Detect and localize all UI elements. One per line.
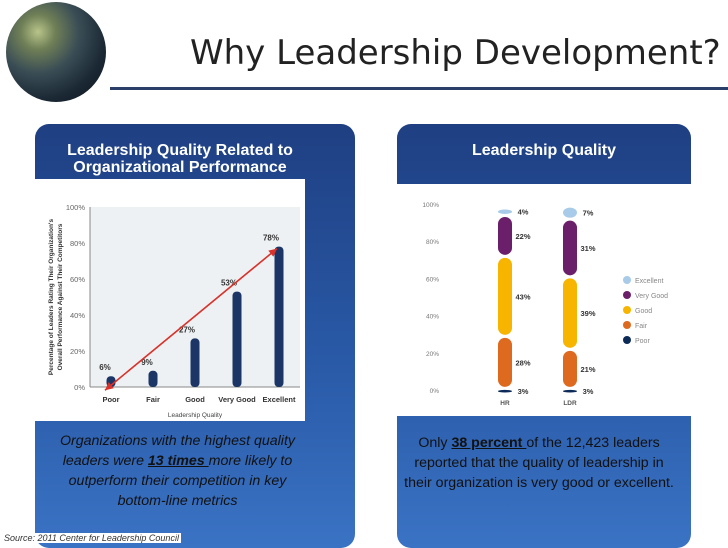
right-caption-post: of the 12,423 leaders reported that the … (404, 435, 674, 491)
segment-hr-very-good (498, 216, 512, 255)
legend-label-poor: Poor (635, 338, 650, 345)
right-caption: Only 38 percent of the 12,423 leaders re… (402, 433, 676, 493)
left-caption-post: more likely to outperform their competit… (68, 453, 293, 509)
trend-arrow-head-end (268, 248, 277, 257)
y-tick-label: 60% (426, 276, 439, 283)
segment-hr-good (498, 257, 512, 335)
segment-ldr-fair (563, 350, 577, 387)
segment-value-label: 21% (580, 365, 595, 374)
segment-value-label: 22% (515, 232, 530, 241)
y-tick-label: 100% (66, 203, 86, 212)
left-panel: Leadership Quality Related to Organizati… (35, 124, 355, 548)
right-caption-emphasis: 38 percent (451, 435, 527, 451)
bar-fair (148, 370, 158, 387)
legend-label-fair: Fair (635, 323, 648, 330)
y-tick-label: 0% (74, 383, 85, 392)
source-note: Source: 2011 Center for Leadership Counc… (2, 533, 181, 543)
y-axis-label-line1: Percentage of Leaders Rating Their Organ… (48, 219, 55, 376)
left-caption-pre: Organizations with the highest quality l… (59, 433, 295, 469)
legend-label-very-good: Very Good (635, 293, 668, 300)
bar-very-good (232, 291, 242, 387)
slide-title: Why Leadership Development? (190, 33, 721, 73)
left-chart-area: 0% 20% 40% 60% 80% 100% 6% Poor 9% Fair 27% Good 53%… (35, 179, 305, 421)
segment-ldr-poor (563, 389, 577, 393)
segment-value-label: 7% (583, 209, 594, 218)
legend-marker-excellent (623, 276, 631, 284)
bar-value-label: 6% (99, 363, 111, 372)
y-tick-label: 100% (422, 202, 439, 209)
x-tick-label: HR (500, 400, 510, 407)
segment-ldr-excellent (563, 207, 577, 218)
y-tick-label: 80% (426, 239, 439, 246)
legend-marker-very-good (623, 291, 631, 299)
segment-ldr-good (563, 278, 577, 348)
segment-hr-poor (498, 389, 512, 393)
right-panel: Leadership Quality 0% 20% 40% 60% 80% 100% 3% 2… (397, 124, 691, 548)
segment-ldr-very-good (563, 220, 577, 276)
left-caption: Organizations with the highest quality l… (50, 431, 305, 511)
segment-hr-excellent (498, 209, 512, 214)
x-tick-label: Fair (146, 395, 160, 404)
segment-value-label: 3% (518, 387, 529, 396)
left-caption-emphasis: 13 times (147, 453, 209, 469)
left-bar-chart: 0% 20% 40% 60% 80% 100% 6% Poor 9% Fair 27% Good 53%… (48, 203, 300, 419)
x-tick-label: Very Good (218, 395, 256, 404)
right-caption-pre: Only (418, 435, 452, 451)
segment-value-label: 43% (515, 292, 530, 301)
right-panel-title: Leadership Quality (471, 142, 617, 159)
x-tick-label: LDR (563, 400, 577, 407)
segment-value-label: 28% (515, 358, 530, 367)
title-divider (110, 87, 728, 90)
bar-excellent (274, 246, 284, 387)
y-axis-label-line2: Overall Performance Against Their Compet… (57, 223, 64, 370)
legend-marker-fair (623, 321, 631, 329)
segment-value-label: 39% (580, 309, 595, 318)
y-tick-label: 80% (70, 239, 85, 248)
y-tick-label: 60% (70, 275, 85, 284)
segment-value-label: 31% (580, 244, 595, 253)
x-tick-label: Poor (102, 395, 119, 404)
legend-label-excellent: Excellent (635, 278, 663, 285)
y-tick-label: 0% (430, 388, 440, 395)
x-axis-label: Leadership Quality (168, 412, 223, 419)
y-tick-label: 20% (70, 347, 85, 356)
globe-image (6, 2, 106, 102)
bar-value-label: 9% (141, 358, 153, 367)
y-tick-label: 20% (426, 351, 439, 358)
segment-hr-fair (498, 337, 512, 387)
segment-value-label: 3% (583, 387, 594, 396)
left-panel-title-line2: Organizational Performance (73, 159, 287, 176)
right-chart-area: 0% 20% 40% 60% 80% 100% 3% 28% 43% 22% 4% HR 3% 21% 39… (397, 184, 691, 416)
left-panel-title-line1: Leadership Quality Related to (67, 142, 293, 159)
legend-marker-poor (623, 336, 631, 344)
bar-value-label: 27% (179, 325, 195, 334)
legend-marker-good (623, 306, 631, 314)
bar-good (190, 338, 200, 387)
bar-value-label: 78% (263, 234, 279, 243)
y-tick-label: 40% (426, 314, 439, 321)
trend-arrow-head-start (105, 382, 114, 391)
x-tick-label: Good (185, 395, 205, 404)
x-tick-label: Excellent (263, 395, 296, 404)
trend-arrow-line (104, 247, 278, 391)
y-tick-label: 40% (70, 311, 85, 320)
legend-label-good: Good (635, 308, 652, 315)
left-panel-title: Leadership Quality Related to Organizati… (35, 142, 325, 176)
bar-value-label: 53% (221, 279, 237, 288)
right-stacked-chart: 0% 20% 40% 60% 80% 100% 3% 28% 43% 22% 4% HR 3% 21% 39… (422, 202, 668, 407)
segment-value-label: 4% (518, 208, 529, 217)
